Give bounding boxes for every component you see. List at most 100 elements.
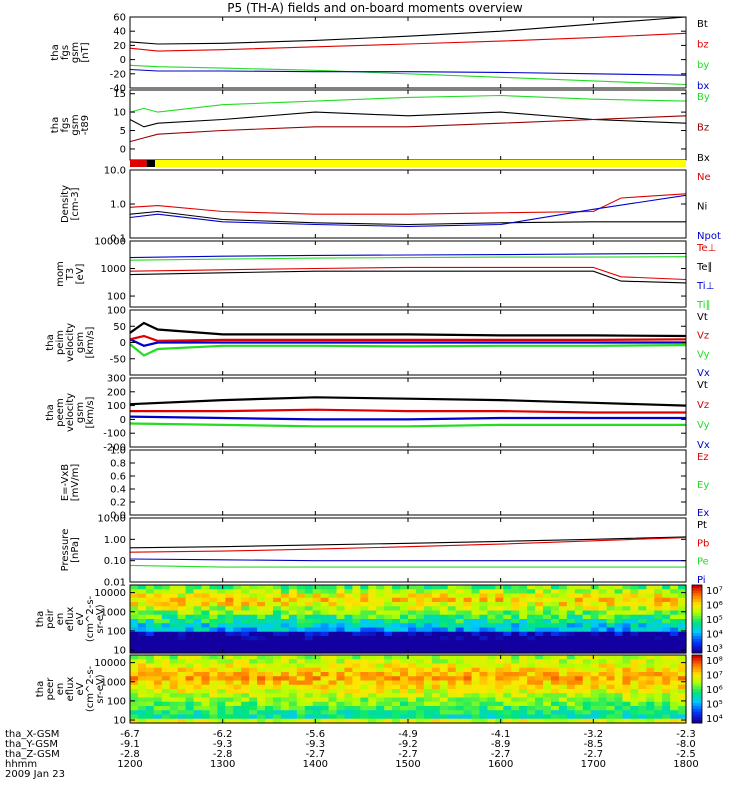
heatmap-cell <box>495 636 504 641</box>
heatmap-cell <box>161 597 171 603</box>
heatmap-cell <box>145 718 155 724</box>
heatmap-cell <box>535 602 544 607</box>
heatmap-cell <box>130 602 139 607</box>
heatmap-cell <box>678 667 687 673</box>
heatmap-cell <box>495 589 504 595</box>
heatmap-cell <box>257 672 266 677</box>
heatmap-cell <box>638 659 647 665</box>
heatmap-cell <box>646 693 655 699</box>
heatmap-cell <box>423 697 433 703</box>
heatmap-cell <box>392 593 401 599</box>
heatmap-cell <box>193 655 203 660</box>
heatmap-cell <box>193 606 203 612</box>
heatmap-cell <box>558 684 568 690</box>
heatmap-cell <box>590 710 600 716</box>
heatmap-cell <box>622 667 631 673</box>
heatmap-cell <box>217 627 226 633</box>
heatmap-cell <box>368 589 377 595</box>
heatmap-cell <box>439 636 449 641</box>
heatmap-cell <box>487 710 496 716</box>
heatmap-cell <box>678 644 687 650</box>
y-tick-label: -40 <box>110 84 126 95</box>
heatmap-cell <box>360 667 369 673</box>
heatmap-cell <box>169 606 179 612</box>
heatmap-cell <box>249 655 258 660</box>
heatmap-cell <box>630 602 639 607</box>
heatmap-cell <box>678 614 687 620</box>
heatmap-cell <box>304 714 314 720</box>
colorbar-cell <box>692 660 702 664</box>
heatmap-cell <box>233 663 242 669</box>
heatmap-cell <box>439 676 449 682</box>
heatmap-cell <box>678 610 687 616</box>
heatmap-cell <box>225 619 234 624</box>
heatmap-cell <box>614 640 624 646</box>
heatmap-cell <box>479 710 489 716</box>
heatmap-cell <box>471 627 481 633</box>
heatmap-cell <box>265 676 274 682</box>
heatmap-cell <box>503 697 512 703</box>
y-axis-label-line: (cm^2-s- <box>85 595 96 642</box>
heatmap-cell <box>193 623 203 629</box>
heatmap-cell <box>598 631 608 637</box>
heatmap-cell <box>312 623 322 629</box>
heatmap-cell <box>249 663 258 669</box>
heatmap-cell <box>288 585 298 590</box>
heatmap-cell <box>662 644 671 650</box>
heatmap-cell <box>217 602 226 607</box>
heatmap-cell <box>376 701 385 707</box>
heatmap-cell <box>622 697 631 703</box>
heatmap-cell <box>360 697 369 703</box>
heatmap-cell <box>161 606 171 612</box>
heatmap-cell <box>463 689 473 694</box>
footer-value: -3.2 <box>584 729 604 740</box>
heatmap-cell <box>352 672 361 677</box>
heatmap-cell <box>654 718 663 724</box>
heatmap-cell <box>503 714 512 720</box>
heatmap-cell <box>400 676 409 682</box>
heatmap-cell <box>638 693 647 699</box>
heatmap-cell <box>408 718 417 724</box>
heatmap-cell <box>646 593 655 599</box>
heatmap-cell <box>392 689 401 694</box>
heatmap-cell <box>590 644 600 650</box>
y-tick-label: 100 <box>107 306 126 317</box>
heatmap-cell <box>217 606 226 612</box>
panel-frame <box>129 169 687 239</box>
heatmap-cell <box>265 619 274 624</box>
heatmap-cell <box>185 585 195 590</box>
heatmap-cell <box>153 602 163 607</box>
heatmap-cell <box>415 714 425 720</box>
heatmap-cell <box>161 684 171 690</box>
heatmap-cell <box>408 640 417 646</box>
heatmap-cell <box>439 644 449 650</box>
heatmap-cell <box>408 589 417 595</box>
heatmap-cell <box>193 659 203 665</box>
heatmap-cell <box>471 714 481 720</box>
heatmap-cell <box>400 589 409 595</box>
heatmap-cell <box>670 648 679 654</box>
heatmap-cell <box>598 659 608 665</box>
heatmap-cell <box>161 585 171 590</box>
heatmap-cell <box>471 631 481 637</box>
heatmap-cell <box>225 697 234 703</box>
heatmap-cell <box>646 610 655 616</box>
heatmap-cell <box>487 655 496 660</box>
heatmap-cell <box>495 606 504 612</box>
heatmap-cell <box>487 693 496 699</box>
heatmap-cell <box>201 602 211 607</box>
heatmap-cell <box>280 648 290 654</box>
series-line <box>129 68 687 76</box>
heatmap-cell <box>153 706 163 711</box>
heatmap-cell <box>312 689 322 694</box>
heatmap-cell <box>217 623 226 629</box>
heatmap-cell <box>400 701 409 707</box>
heatmap-cell <box>360 701 369 707</box>
y-tick-label: 20 <box>113 41 126 52</box>
heatmap-cell <box>487 684 496 690</box>
heatmap-cell <box>503 648 512 654</box>
heatmap-cell <box>249 606 258 612</box>
heatmap-cell <box>280 710 290 716</box>
colorbar-cell <box>692 677 702 681</box>
heatmap-cell <box>511 593 520 599</box>
